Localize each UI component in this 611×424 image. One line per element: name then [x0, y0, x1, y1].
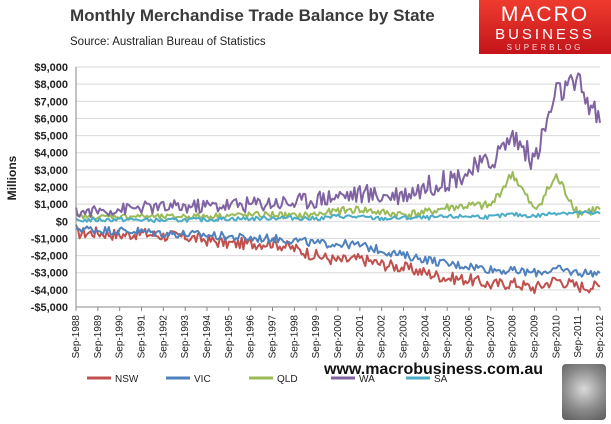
- y-tick-label: $4,000: [34, 148, 68, 160]
- y-tick-label: $3,000: [34, 165, 68, 177]
- axes: [75, 67, 600, 308]
- x-tick-label: Sep-1993: [180, 315, 191, 359]
- x-tick-label: Sep-2005: [442, 315, 453, 359]
- series-line-vic: [75, 224, 601, 278]
- x-tick-label: Sep-1988: [71, 315, 82, 359]
- legend-label-qld: QLD: [277, 374, 298, 385]
- x-tick-label: Sep-2003: [399, 315, 410, 359]
- y-tick-label: -$3,000: [31, 268, 68, 280]
- x-tick-label: Sep-2010: [551, 315, 562, 359]
- y-tick-label: $7,000: [34, 96, 68, 108]
- x-tick-label: Sep-2004: [420, 315, 431, 359]
- y-tick-label: $5,000: [34, 131, 68, 143]
- series-line-wa: [75, 72, 601, 219]
- y-tick-label: $6,000: [34, 113, 68, 125]
- x-tick-label: Sep-2008: [508, 315, 519, 359]
- y-tick-label: $2,000: [34, 182, 68, 194]
- legend-label-wa: WA: [359, 374, 375, 385]
- y-tick-label: $0: [56, 216, 68, 228]
- x-tick-label: Sep-1997: [268, 315, 279, 359]
- y-axis-label: Millions: [5, 155, 19, 200]
- logo-line1: MACRO: [500, 3, 590, 26]
- y-tick-label: $1,000: [34, 199, 68, 211]
- x-tick-label: Sep-1996: [246, 315, 257, 359]
- y-tick-label: -$5,000: [31, 302, 68, 314]
- y-axis-ticks: -$5,000 -$4,000 -$3,000 -$2,000 -$1,000 $0 $1,…: [31, 62, 68, 314]
- x-tick-label: Sep-1990: [115, 315, 126, 359]
- y-tick-label: -$2,000: [31, 251, 68, 263]
- x-tick-label: Sep-2011: [573, 315, 584, 358]
- x-axis-ticks: Sep-1988 Sep-1989 Sep-1990 Sep-1991 Sep-1992…: [71, 307, 606, 358]
- chart-subtitle: Source: Australian Bureau of Statistics: [70, 36, 266, 48]
- legend-label-nsw: NSW: [115, 374, 139, 385]
- wolf-logo-icon: [562, 364, 606, 420]
- chart-title: Monthly Merchandise Trade Balance by Sta…: [70, 6, 435, 25]
- website-url[interactable]: www.macrobusiness.com.au: [324, 361, 544, 378]
- x-tick-label: Sep-1995: [224, 315, 235, 359]
- x-tick-label: Sep-1992: [158, 315, 169, 359]
- logo-line2: BUSINESS: [495, 26, 595, 43]
- x-tick-label: Sep-1994: [202, 315, 213, 359]
- x-tick-label: Sep-2006: [464, 315, 475, 359]
- series-line-qld: [75, 170, 601, 221]
- y-tick-label: -$4,000: [31, 285, 68, 297]
- x-tick-label: Sep-1991: [137, 315, 148, 359]
- macro-business-logo: MACRO BUSINESS SUPERBLOG: [479, 0, 611, 54]
- x-tick-label: Sep-2001: [355, 315, 366, 359]
- logo-line3: SUPERBLOG: [506, 43, 584, 52]
- x-tick-label: Sep-2002: [377, 315, 388, 359]
- legend-label-vic: VIC: [194, 374, 211, 385]
- x-tick-label: Sep-2007: [486, 315, 497, 359]
- legend: NSW VIC QLD WA SA: [87, 374, 448, 385]
- x-tick-label: Sep-2000: [333, 315, 344, 359]
- legend-label-sa: SA: [434, 374, 448, 385]
- x-tick-label: Sep-1989: [93, 315, 104, 359]
- series-line-sa: [75, 210, 601, 224]
- y-tick-label: -$1,000: [31, 233, 68, 245]
- x-tick-label: Sep-1998: [289, 315, 300, 359]
- series-line-nsw: [75, 226, 601, 295]
- x-tick-label: Sep-2009: [530, 315, 541, 359]
- x-tick-label: Sep-1999: [311, 315, 322, 359]
- y-tick-label: $8,000: [34, 79, 68, 91]
- x-tick-label: Sep-2012: [595, 315, 606, 359]
- series-lines: [75, 72, 601, 295]
- y-tick-label: $9,000: [34, 62, 68, 74]
